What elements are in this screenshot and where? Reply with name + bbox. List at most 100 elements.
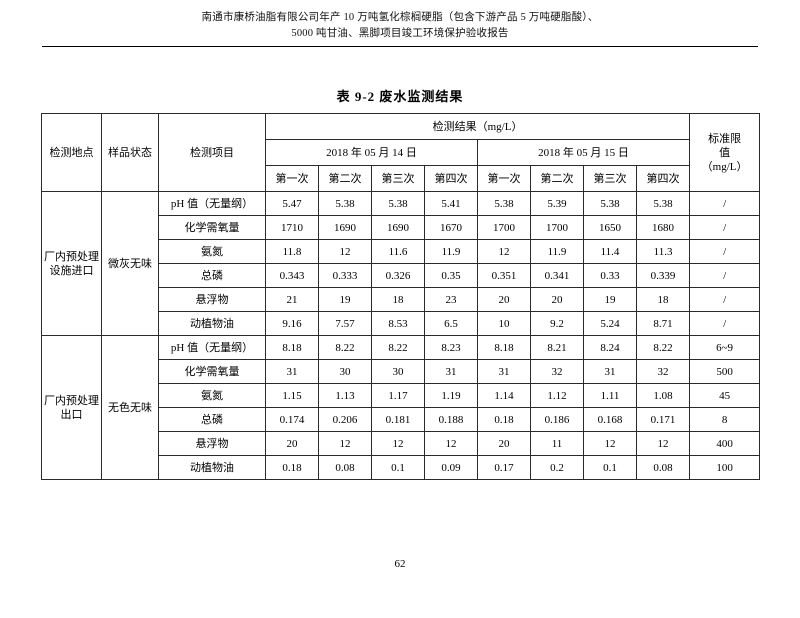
cell-measurement: 1670: [424, 215, 478, 240]
cell-measurement: 18: [371, 287, 425, 312]
header-row-2: 2018 年 05 月 14 日 2018 年 05 月 15 日: [42, 139, 760, 166]
cell-measurement: 31: [265, 359, 319, 384]
cell-measurement: 8.53: [371, 311, 425, 336]
col-header-d1-time-4: 第四次: [424, 165, 478, 192]
cell-measurement: 0.1: [583, 455, 637, 480]
cell-measurement: 1.08: [635, 383, 691, 408]
cell-measurement: 5.24: [583, 311, 637, 336]
col-header-results-group: 检测结果（mg/L）: [264, 113, 691, 140]
cell-measurement: 8.23: [424, 335, 478, 360]
cell-measurement: 9.16: [265, 311, 319, 336]
cell-item-name: 总磷: [158, 263, 266, 288]
cell-measurement: 5.39: [530, 191, 584, 216]
col-header-item: 检测项目: [158, 113, 266, 192]
cell-measurement: 0.08: [318, 455, 372, 480]
cell-measurement: 11.9: [530, 239, 584, 264]
cell-measurement: 1.14: [477, 383, 531, 408]
cell-measurement: 11: [530, 431, 584, 456]
cell-measurement: 8.18: [265, 335, 319, 360]
col-header-d1-time-1: 第一次: [265, 165, 319, 192]
table-row: 总磷 0.343 0.333 0.326 0.35 0.351 0.341 0.33 0.339…: [42, 263, 761, 288]
cell-measurement: 30: [371, 359, 425, 384]
cell-measurement: 1710: [265, 215, 319, 240]
cell-measurement: 5.38: [318, 191, 372, 216]
cell-measurement: 20: [477, 287, 531, 312]
cell-measurement: 8.24: [583, 335, 637, 360]
cell-measurement: 5.38: [635, 191, 691, 216]
cell-item-name: pH 值（无量纲）: [158, 191, 266, 216]
cell-item-name: 化学需氧量: [158, 359, 266, 384]
table-caption: 表 9-2 废水监测结果: [336, 89, 464, 104]
cell-measurement: 1680: [635, 215, 691, 240]
cell-measurement: 8.22: [371, 335, 425, 360]
cell-measurement: 19: [318, 287, 372, 312]
cell-measurement: 0.35: [424, 263, 478, 288]
col-header-standard-limit: 标准限 值 （mg/L）: [689, 113, 761, 192]
cell-measurement: 0.341: [530, 263, 584, 288]
cell-sample-state: 无色无味: [101, 335, 159, 480]
cell-measurement: 0.343: [265, 263, 319, 288]
cell-measurement: 10: [477, 311, 531, 336]
standard-limit-line-1: 标准限: [708, 132, 742, 145]
cell-measurement: 1.12: [530, 383, 584, 408]
cell-measurement: 31: [424, 359, 478, 384]
cell-measurement: 1.17: [371, 383, 425, 408]
cell-measurement: 0.186: [530, 407, 584, 432]
cell-standard-limit: 6~9: [689, 335, 761, 360]
cell-measurement: 5.38: [477, 191, 531, 216]
running-header: 南通市康桥油脂有限公司年产 10 万吨氢化棕榈硬脂（包含下游产品 5 万吨硬脂酸…: [0, 10, 800, 42]
cell-measurement: 0.17: [477, 455, 531, 480]
header-row-3: 第一次 第二次 第三次 第四次 第一次 第二次 第三次 第四次: [42, 165, 760, 192]
table-row: 化学需氧量 1710 1690 1690 1670 1700 1700 1650 1680/: [42, 215, 761, 240]
cell-measurement: 0.171: [635, 407, 691, 432]
cell-measurement: 20: [477, 431, 531, 456]
cell-measurement: 5.38: [371, 191, 425, 216]
header-divider-rule: [42, 46, 758, 47]
cell-measurement: 32: [530, 359, 584, 384]
cell-measurement: 1690: [371, 215, 425, 240]
cell-measurement: 8.22: [318, 335, 372, 360]
cell-location: 厂内预处理出口: [41, 335, 102, 480]
cell-measurement: 1.11: [583, 383, 637, 408]
cell-measurement: 0.174: [265, 407, 319, 432]
cell-measurement: 11.4: [583, 239, 637, 264]
cell-item-name: 氨氮: [158, 239, 266, 264]
table-row: 化学需氧量 31 30 30 31 31 32 31 32 500: [42, 359, 761, 384]
cell-item-name: 动植物油: [158, 455, 266, 480]
cell-measurement: 0.33: [583, 263, 637, 288]
cell-measurement: 12: [318, 239, 372, 264]
table-head: 检测地点 样品状态 检测项目 检测结果（mg/L） 标准限 值 （mg/L） 2…: [41, 113, 761, 192]
cell-measurement: 8.18: [477, 335, 531, 360]
table-row: 动植物油 9.16 7.57 8.53 6.5 10 9.2 5.24 8.71/: [42, 311, 761, 336]
cell-item-name: 悬浮物: [158, 431, 266, 456]
cell-measurement: 9.2: [530, 311, 584, 336]
cell-measurement: 12: [583, 431, 637, 456]
standard-limit-line-3: （mg/L）: [701, 160, 748, 173]
header-line-1: 南通市康桥油脂有限公司年产 10 万吨氢化棕榈硬脂（包含下游产品 5 万吨硬脂酸…: [201, 12, 599, 23]
cell-measurement: 7.57: [318, 311, 372, 336]
cell-measurement: 21: [265, 287, 319, 312]
cell-measurement: 11.3: [635, 239, 691, 264]
cell-standard-limit: 500: [689, 359, 761, 384]
cell-measurement: 0.333: [318, 263, 372, 288]
cell-item-name: 氨氮: [158, 383, 266, 408]
col-header-d1-time-2: 第二次: [318, 165, 372, 192]
table-row: 悬浮物 20 12 12 12 20 11 12 12 400: [42, 431, 761, 456]
cell-measurement: 0.2: [530, 455, 584, 480]
cell-measurement: 19: [583, 287, 637, 312]
cell-measurement: 18: [635, 287, 691, 312]
cell-measurement: 0.339: [635, 263, 691, 288]
cell-measurement: 0.188: [424, 407, 478, 432]
cell-standard-limit: /: [689, 239, 761, 264]
cell-measurement: 0.09: [424, 455, 478, 480]
col-header-sample-state: 样品状态: [101, 113, 159, 192]
cell-measurement: 5.47: [265, 191, 319, 216]
cell-measurement: 12: [635, 431, 691, 456]
cell-measurement: 0.18: [265, 455, 319, 480]
cell-location: 厂内预处理设施进口: [41, 191, 102, 336]
page-number: 62: [394, 558, 406, 570]
cell-sample-state: 微灰无味: [101, 191, 159, 336]
cell-measurement: 20: [530, 287, 584, 312]
cell-standard-limit: /: [689, 263, 761, 288]
cell-measurement: 11.9: [424, 239, 478, 264]
